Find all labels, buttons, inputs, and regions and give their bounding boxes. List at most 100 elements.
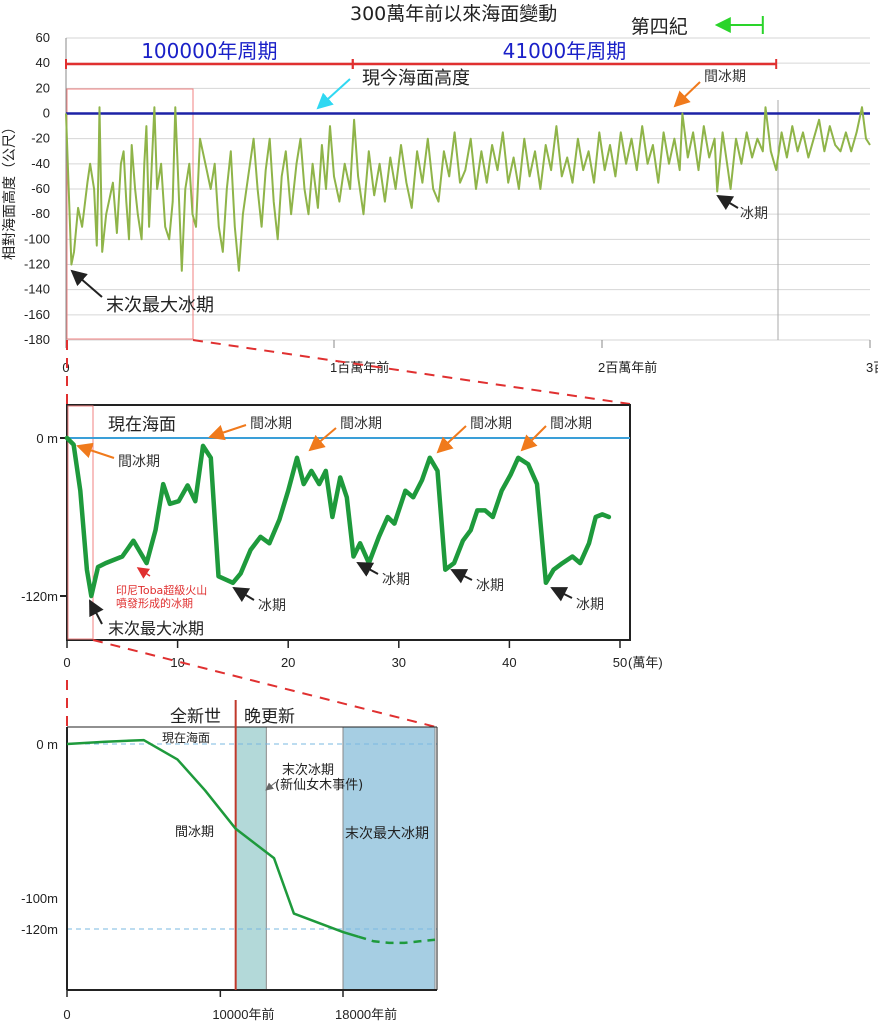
bottom-y-tick-1: -100m xyxy=(21,891,58,906)
mid-interglacial-2-arrow xyxy=(208,424,247,441)
middle-y-ticks: 0 m -120m xyxy=(21,431,67,604)
quaternary-marker: 第四紀 xyxy=(631,16,764,38)
younger-dryas-arrow xyxy=(265,781,277,791)
bottom-sea-level-series xyxy=(66,738,359,938)
mid-glacial-3: 冰期 xyxy=(476,578,504,594)
zoom-connector-right-1 xyxy=(192,339,631,405)
top-y-tick-2: 20 xyxy=(36,80,50,95)
top-lgm-arrow xyxy=(70,269,103,298)
top-x-tick-3: 3百萬年前 xyxy=(866,360,878,375)
period-label-0: 100000年周期 xyxy=(141,39,277,63)
top-y-tick-3: 0 xyxy=(43,106,50,121)
top-y-tick-0: 60 xyxy=(36,30,50,45)
zoom-connector-right-2 xyxy=(92,639,437,728)
top-sea-level-series xyxy=(65,106,871,272)
top-y-tick-9: -120 xyxy=(24,257,50,272)
bottom-x-tick-0: 0 xyxy=(63,1007,70,1022)
toba-label: 印尼Toba超級火山 噴發形成的冰期 xyxy=(116,583,211,610)
younger-dryas-line2: (新仙女木事件) xyxy=(275,777,363,793)
period-bar: 100000年周期 41000年周期 xyxy=(65,39,778,69)
mid-interglacial-1: 間冰期 xyxy=(118,454,160,470)
bottom-x-ticks: 0 10000年前 18000年前 xyxy=(63,990,397,1022)
top-glacial-label: 冰期 xyxy=(740,206,768,222)
top-gridlines xyxy=(66,37,870,341)
lgm-band-label: 末次最大冰期 xyxy=(345,826,429,842)
middle-present-sea-label: 現在海面 xyxy=(108,415,176,435)
middle-x-tick-5: 50 xyxy=(613,655,627,670)
period-label-1: 41000年周期 xyxy=(503,39,627,63)
top-y-tick-10: -140 xyxy=(24,282,50,297)
mid-glacial-2-arrow xyxy=(356,562,379,577)
middle-sea-level-series xyxy=(64,435,612,599)
top-interglacial-label: 間冰期 xyxy=(704,69,746,85)
younger-dryas-label: 末次冰期 (新仙女木事件) xyxy=(275,762,363,793)
middle-x-tick-0: 0 xyxy=(63,655,70,670)
top-y-tick-11: -160 xyxy=(24,307,50,322)
mid-interglacial-4: 間冰期 xyxy=(470,416,512,432)
bottom-interglacial-label: 間冰期 xyxy=(175,825,214,840)
mid-interglacial-5-arrow xyxy=(520,425,547,452)
middle-panel: 0 m -120m 0 10 20 30 40 50 現在海面 (萬年) 間冰期 間冰期 間… xyxy=(21,404,663,670)
mid-glacial-1-arrow xyxy=(232,586,255,603)
quaternary-label: 第四紀 xyxy=(631,16,688,38)
middle-x-tick-4: 40 xyxy=(502,655,516,670)
middle-annotations: 間冰期 間冰期 間冰期 間冰期 間冰期 印尼Toba超級火山 噴發形成的冰期 冰… xyxy=(76,416,604,638)
band-0 xyxy=(235,726,267,991)
mid-interglacial-5: 間冰期 xyxy=(550,416,592,432)
toba-label-line1: 印尼Toba超級火山 xyxy=(116,583,207,597)
bottom-bands xyxy=(235,726,436,991)
middle-x-tick-2: 20 xyxy=(281,655,295,670)
bottom-y-tick-2: -120m xyxy=(21,922,58,937)
toba-arrow xyxy=(136,567,151,579)
mid-glacial-4: 冰期 xyxy=(576,597,604,613)
present-sea-label: 現今海面高度 xyxy=(362,68,470,89)
top-y-tick-5: -40 xyxy=(31,156,50,171)
mid-glacial-2: 冰期 xyxy=(382,572,410,588)
middle-x-tick-1: 10 xyxy=(170,655,184,670)
top-y-axis-label: 相對海面高度（公尺） xyxy=(1,120,18,260)
top-y-tick-7: -80 xyxy=(31,206,50,221)
present-sea-arrow xyxy=(316,78,351,110)
band-1 xyxy=(342,726,436,991)
middle-zoom-box xyxy=(67,405,94,640)
middle-y-tick-1: -120m xyxy=(21,589,58,604)
top-lgm-label: 末次最大冰期 xyxy=(106,295,214,316)
top-y-tick-6: -60 xyxy=(31,181,50,196)
middle-x-unit: (萬年) xyxy=(628,655,663,670)
top-interglacial-arrow xyxy=(673,81,701,108)
top-x-tick-1: 1百萬年前 xyxy=(330,360,389,375)
mid-lgm-arrow xyxy=(89,599,104,625)
top-y-tick-12: -180 xyxy=(24,332,50,347)
top-panel: 6040200-20-40-60-80-100-120-140-160-180 … xyxy=(1,3,878,375)
toba-label-line2: 噴發形成的冰期 xyxy=(116,596,193,610)
holocene-label: 全新世 xyxy=(170,707,221,727)
top-y-tick-8: -100 xyxy=(24,231,50,246)
mid-glacial-4-arrow xyxy=(550,587,573,602)
mid-interglacial-1-arrow xyxy=(76,442,115,459)
mid-glacial-3-arrow xyxy=(450,569,473,584)
bottom-y-tick-0: 0 m xyxy=(36,737,58,752)
middle-y-tick-0: 0 m xyxy=(36,431,58,446)
mid-interglacial-3: 間冰期 xyxy=(340,416,382,432)
mid-glacial-1: 冰期 xyxy=(258,598,286,614)
mid-interglacial-2: 間冰期 xyxy=(250,416,292,432)
top-title: 300萬年前以來海面變動 xyxy=(350,3,557,25)
younger-dryas-line1: 末次冰期 xyxy=(282,762,334,778)
mid-interglacial-4-arrow xyxy=(436,425,467,454)
middle-x-ticks: 0 10 20 30 40 50 xyxy=(63,640,627,670)
bottom-present-sea-label: 現在海面 xyxy=(162,730,210,745)
mid-lgm-label: 末次最大冰期 xyxy=(108,619,204,638)
mid-interglacial-3-arrow xyxy=(308,427,337,452)
bottom-x-tick-1: 10000年前 xyxy=(212,1007,274,1022)
top-x-ticks: 01百萬年前2百萬年前3百萬年前 xyxy=(62,340,878,375)
top-y-ticks: 60 40 20 0 -20 -40 -60 -80 -100 -120 -140 -160 -180 xyxy=(24,30,50,347)
bottom-panel: 0 m -100m -120m 0 10000年前 18000年前 全新世 晚更新 現在… xyxy=(21,700,438,1022)
bottom-y-ticks: 0 m -100m -120m xyxy=(21,737,58,937)
bottom-x-tick-2: 18000年前 xyxy=(335,1007,397,1022)
top-x-tick-2: 2百萬年前 xyxy=(598,360,657,375)
top-y-tick-4: -20 xyxy=(31,131,50,146)
top-y-tick-1: 40 xyxy=(36,55,50,70)
middle-x-tick-3: 30 xyxy=(392,655,406,670)
top-glacial-arrow xyxy=(716,194,739,211)
